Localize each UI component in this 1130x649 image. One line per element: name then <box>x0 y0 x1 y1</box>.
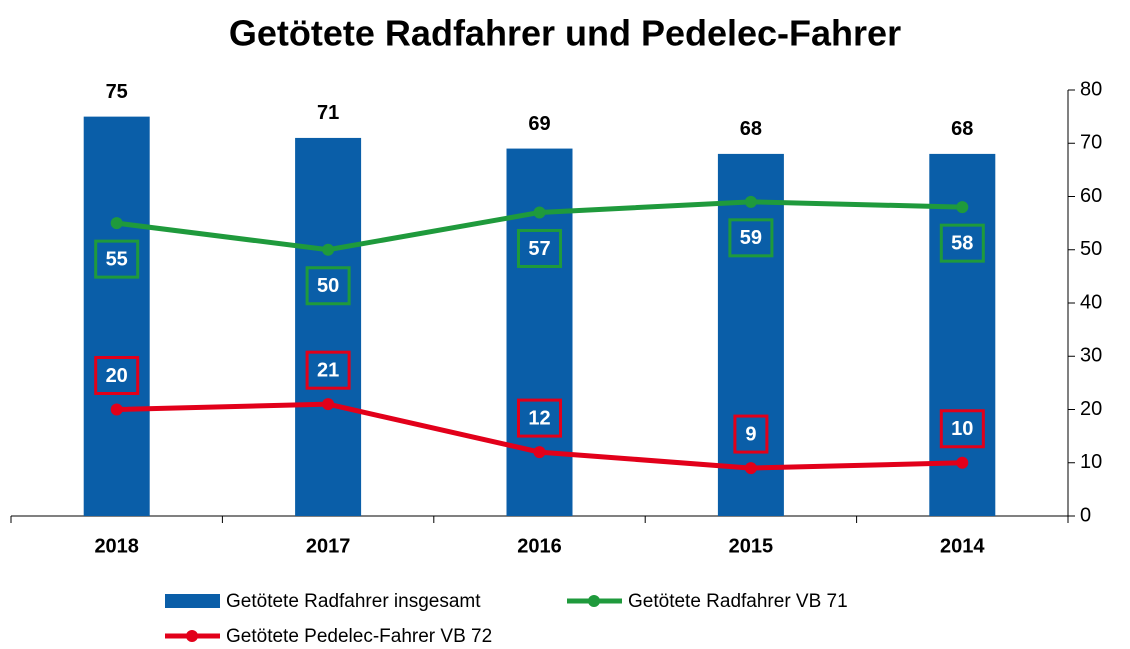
marker <box>744 462 757 475</box>
data-label: 21 <box>317 359 339 381</box>
legend-swatch <box>165 594 220 608</box>
label-box <box>939 409 985 449</box>
marker <box>744 195 757 208</box>
data-label: 55 <box>106 248 128 270</box>
data-label: 20 <box>106 365 128 387</box>
label-box <box>728 218 774 258</box>
marker <box>533 446 546 459</box>
label-box <box>94 356 140 395</box>
label-box <box>94 239 140 279</box>
data-label: 59 <box>740 227 762 249</box>
legend-marker <box>186 630 198 642</box>
label-box <box>733 414 769 454</box>
x-tick-label: 2015 <box>729 535 774 557</box>
legend-label: Getötete Pedelec-Fahrer VB 72 <box>226 626 492 647</box>
chart-title: Getötete Radfahrer und Pedelec-Fahrer <box>229 13 901 54</box>
x-tick-label: 2014 <box>940 535 985 557</box>
data-label: 71 <box>317 102 339 124</box>
x-tick-label: 2018 <box>94 535 139 557</box>
marker <box>322 243 335 256</box>
marker <box>956 456 969 469</box>
x-tick-label: 2016 <box>517 535 562 557</box>
y-tick-label: 70 <box>1080 132 1102 154</box>
bar <box>929 153 996 516</box>
marker <box>533 206 546 219</box>
bar <box>717 153 784 516</box>
data-label: 10 <box>951 418 973 440</box>
label-box <box>939 223 985 263</box>
y-tick-label: 0 <box>1080 504 1091 526</box>
data-label: 58 <box>951 232 973 254</box>
y-tick-label: 30 <box>1080 345 1102 367</box>
x-tick-label: 2017 <box>306 535 351 557</box>
bar <box>506 148 573 516</box>
data-label: 75 <box>106 81 128 103</box>
y-tick-label: 10 <box>1080 451 1102 473</box>
legend-label: Getötete Radfahrer VB 71 <box>628 591 848 612</box>
legend-label: Getötete Radfahrer insgesamt <box>226 591 481 612</box>
y-tick-label: 80 <box>1080 78 1102 100</box>
marker <box>322 398 335 411</box>
label-box <box>517 228 562 268</box>
data-label: 50 <box>317 275 339 297</box>
y-tick-label: 50 <box>1080 238 1102 260</box>
bar <box>295 137 362 517</box>
marker <box>956 201 969 214</box>
data-label: 9 <box>745 423 756 445</box>
data-label: 68 <box>951 118 973 140</box>
data-label: 12 <box>528 407 550 429</box>
label-box <box>517 398 562 438</box>
y-tick-label: 40 <box>1080 291 1102 313</box>
data-label: 69 <box>528 113 550 135</box>
y-tick-label: 60 <box>1080 185 1102 207</box>
data-label: 68 <box>740 118 762 140</box>
label-box <box>305 350 351 390</box>
y-tick-label: 20 <box>1080 398 1102 420</box>
marker <box>110 217 123 230</box>
label-box <box>305 266 351 306</box>
bar <box>83 116 150 516</box>
marker <box>110 403 123 416</box>
data-label: 57 <box>528 238 550 260</box>
legend-marker <box>588 595 600 607</box>
